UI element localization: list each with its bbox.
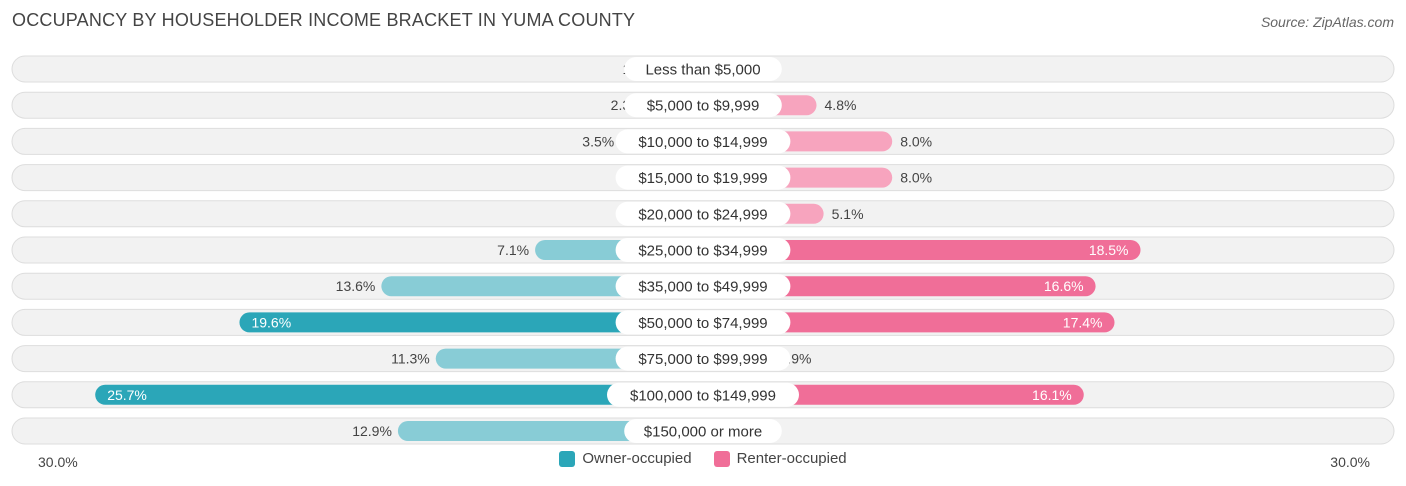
renter-value-label: 16.6% bbox=[1044, 278, 1084, 294]
axis-right-label: 30.0% bbox=[1330, 454, 1370, 470]
renter-value-label: 8.0% bbox=[900, 133, 932, 149]
category-label: $5,000 to $9,999 bbox=[647, 98, 760, 115]
owner-bar bbox=[239, 312, 703, 333]
renter-bar bbox=[703, 384, 1084, 405]
category-pill bbox=[615, 129, 791, 154]
category-label: $25,000 to $34,999 bbox=[638, 243, 767, 260]
renter-value-label: 8.0% bbox=[900, 170, 932, 186]
renter-bar bbox=[703, 240, 1141, 260]
legend-swatch-renter bbox=[713, 450, 730, 467]
category-label: $35,000 to $49,999 bbox=[638, 279, 767, 296]
axis-left-label: 30.0% bbox=[38, 454, 78, 470]
owner-value-label: 7.1% bbox=[497, 242, 529, 258]
legend-item-owner: Owner-occupied bbox=[559, 450, 692, 467]
category-pill bbox=[615, 346, 791, 371]
renter-value-label: 17.4% bbox=[1063, 314, 1103, 330]
chart-title: OCCUPANCY BY HOUSEHOLDER INCOME BRACKET … bbox=[12, 10, 636, 30]
renter-value-label: 16.1% bbox=[1032, 387, 1072, 403]
category-label: $15,000 to $19,999 bbox=[638, 170, 767, 187]
renter-value-label: 18.5% bbox=[1089, 242, 1129, 258]
category-label: $75,000 to $99,999 bbox=[638, 351, 767, 368]
category-label: $50,000 to $74,999 bbox=[638, 315, 767, 332]
owner-value-label: 19.6% bbox=[251, 314, 291, 330]
renter-bar bbox=[703, 312, 1115, 333]
owner-value-label: 3.5% bbox=[582, 133, 614, 149]
owner-bar bbox=[95, 384, 703, 405]
renter-bar bbox=[703, 276, 1096, 297]
owner-value-label: 25.7% bbox=[107, 387, 147, 403]
category-pill bbox=[615, 310, 791, 335]
bar-chart: 1.8%1.0%Less than $5,0002.3%4.8%$5,000 t… bbox=[11, 55, 1395, 445]
category-pill bbox=[615, 274, 791, 299]
category-pill bbox=[615, 238, 791, 262]
category-label: $20,000 to $24,999 bbox=[638, 206, 767, 223]
legend-item-renter: Renter-occupied bbox=[713, 450, 847, 467]
category-label: $150,000 or more bbox=[644, 424, 762, 441]
legend-label-renter: Renter-occupied bbox=[736, 450, 847, 467]
category-label: $10,000 to $14,999 bbox=[638, 134, 767, 151]
category-pill bbox=[607, 382, 799, 407]
renter-value-label: 4.8% bbox=[825, 97, 857, 113]
owner-value-label: 12.9% bbox=[352, 423, 392, 439]
legend-swatch-owner bbox=[559, 450, 576, 467]
category-pill bbox=[615, 201, 791, 226]
category-pill bbox=[615, 165, 791, 190]
category-pill bbox=[624, 419, 782, 443]
category-label: Less than $5,000 bbox=[645, 62, 760, 79]
renter-value-label: 5.1% bbox=[832, 206, 864, 222]
chart-source: Source: ZipAtlas.com bbox=[1260, 14, 1394, 30]
legend: Owner-occupied Renter-occupied bbox=[0, 450, 1406, 467]
owner-value-label: 11.3% bbox=[391, 351, 430, 367]
legend-label-owner: Owner-occupied bbox=[582, 450, 692, 467]
owner-value-label: 13.6% bbox=[336, 278, 376, 294]
category-label: $100,000 to $149,999 bbox=[630, 387, 776, 404]
category-pill bbox=[624, 57, 782, 81]
category-pill bbox=[624, 93, 782, 118]
